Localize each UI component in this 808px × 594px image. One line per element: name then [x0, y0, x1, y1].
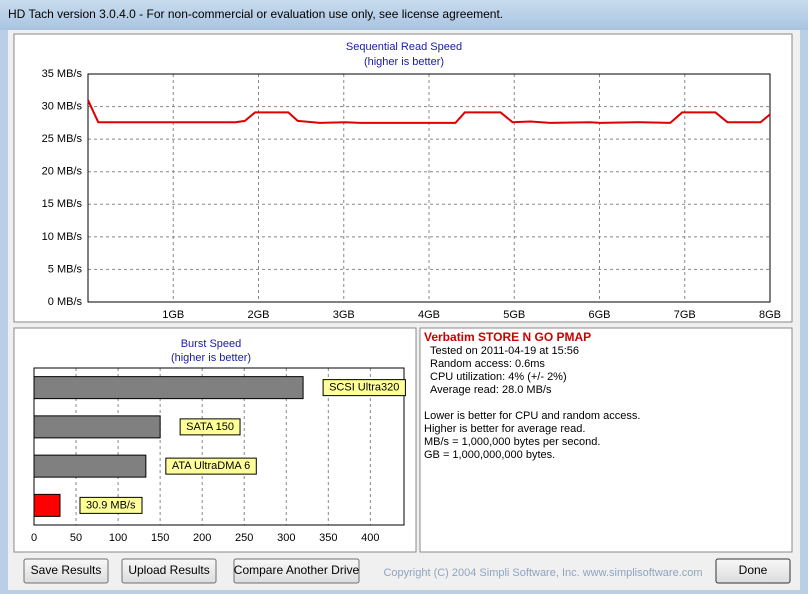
x-tick-label: 5GB [503, 309, 525, 321]
x-tick-label: 50 [70, 532, 82, 544]
chart-subtitle: (higher is better) [364, 56, 444, 68]
x-tick-label: 0 [31, 532, 37, 544]
burst-panel [13, 327, 417, 553]
x-tick-label: 8GB [759, 309, 781, 321]
button[interactable]: Done [715, 558, 791, 584]
value-label: 30.9 MB/s [86, 499, 136, 511]
button[interactable]: Save Results [23, 558, 109, 584]
y-tick-label: 20 MB/s [42, 166, 83, 178]
chart-subtitle: (higher is better) [171, 352, 251, 364]
button[interactable]: Compare Another Drive [233, 558, 360, 584]
category-label: SATA 150 [186, 421, 234, 433]
bar [33, 454, 147, 478]
x-tick-label: 350 [319, 532, 337, 544]
y-tick-label: 10 MB/s [42, 231, 83, 243]
info-note: Higher is better for average read. [424, 423, 585, 435]
info-line: Tested on 2011-04-19 at 15:56 [430, 345, 579, 357]
info-note: MB/s = 1,000,000 bytes per second. [424, 436, 600, 448]
info-note: GB = 1,000,000,000 bytes. [424, 449, 555, 461]
copyright: Copyright (C) 2004 Simpli Software, Inc.… [383, 567, 702, 579]
label-box [79, 496, 143, 514]
button-face [121, 558, 217, 584]
button[interactable]: Upload Results [121, 558, 217, 584]
x-tick-label: 400 [361, 532, 379, 544]
y-tick-label: 0 MB/s [48, 296, 83, 308]
info-panel [419, 327, 793, 553]
button-label: Save Results [31, 563, 102, 577]
chart-title: Burst Speed [181, 338, 242, 350]
info-line: CPU utilization: 4% (+/- 2%) [430, 371, 567, 383]
info-line: Average read: 28.0 MB/s [430, 384, 552, 396]
y-tick-label: 25 MB/s [42, 133, 83, 145]
plot-frame [87, 73, 771, 303]
y-tick-label: 5 MB/s [48, 263, 83, 275]
bar [33, 376, 304, 400]
window-title: HD Tach version 3.0.4.0 - For non-commer… [8, 7, 503, 21]
x-tick-label: 250 [235, 532, 253, 544]
x-tick-label: 300 [277, 532, 295, 544]
title-bar [0, 0, 808, 30]
button-face [233, 558, 360, 584]
read-speed-line [87, 99, 771, 124]
read-panel [13, 33, 793, 323]
x-tick-label: 1GB [162, 309, 184, 321]
x-tick-label: 2GB [247, 309, 269, 321]
y-tick-label: 30 MB/s [42, 100, 83, 112]
x-tick-label: 4GB [418, 309, 440, 321]
x-tick-label: 200 [193, 532, 211, 544]
category-label: SCSI Ultra320 [329, 382, 399, 394]
label-box [322, 379, 406, 397]
y-tick-label: 15 MB/s [42, 198, 83, 210]
x-tick-label: 6GB [588, 309, 610, 321]
x-tick-label: 7GB [674, 309, 696, 321]
label-box [165, 457, 257, 475]
info-note: Lower is better for CPU and random acces… [424, 410, 640, 422]
y-tick-label: 35 MB/s [42, 68, 83, 80]
plot-frame [33, 367, 405, 526]
drive-name: Verbatim STORE N GO PMAP [424, 330, 591, 344]
chart-title: Sequential Read Speed [346, 41, 462, 53]
button-label: Compare Another Drive [234, 563, 360, 577]
button-face [715, 558, 791, 584]
label-box [179, 418, 241, 436]
x-tick-label: 3GB [333, 309, 355, 321]
category-label: ATA UltraDMA 6 [172, 460, 250, 472]
button-label: Upload Results [128, 563, 209, 577]
x-tick-label: 150 [151, 532, 169, 544]
bar [33, 493, 61, 517]
bar [33, 415, 161, 439]
button-face [23, 558, 109, 584]
x-tick-label: 100 [109, 532, 127, 544]
button-label: Done [739, 563, 768, 577]
info-line: Random access: 0.6ms [430, 358, 545, 370]
